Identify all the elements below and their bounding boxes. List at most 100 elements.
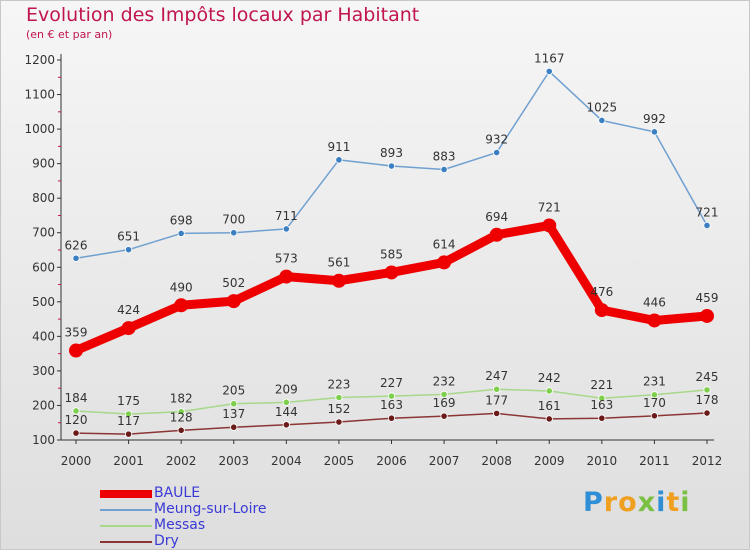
data-label: 120 [65,413,88,427]
x-tick-label: 2012 [692,454,723,468]
data-point [440,165,448,174]
data-point [177,408,185,416]
data-label: 184 [65,391,88,405]
data-point [647,313,662,328]
data-label: 152 [327,402,350,416]
y-tick-label: 100 [32,433,55,447]
data-label: 177 [485,393,508,407]
data-label: 651 [117,230,140,244]
data-label: 227 [380,376,403,390]
data-label: 700 [222,213,245,227]
data-point [598,116,606,125]
data-label: 223 [327,378,350,392]
y-tick-label: 800 [32,191,55,205]
data-point [387,414,396,422]
x-tick-label: 2008 [481,454,512,468]
logo-letter: i [680,487,691,518]
data-point [489,227,504,242]
data-label: 242 [538,371,561,385]
y-tick-label: 700 [32,226,55,240]
data-label: 137 [222,407,245,421]
data-point [542,218,557,233]
data-label: 561 [327,256,350,270]
y-tick-label: 1000 [24,122,55,136]
data-label: 231 [643,375,666,389]
data-label: 182 [170,392,193,406]
data-point [545,387,553,395]
data-point [124,246,133,254]
data-point [437,255,452,270]
x-tick-label: 2005 [324,454,355,468]
data-label: 359 [65,326,88,340]
data-label: 585 [380,247,403,261]
data-point [650,412,659,420]
x-tick-label: 2007 [429,454,460,468]
y-tick-label: 1100 [24,88,55,102]
y-tick-label: 300 [32,364,55,378]
x-tick-label: 2009 [534,454,565,468]
data-label: 614 [433,237,456,251]
data-label: 573 [275,252,298,266]
data-label: 721 [538,200,561,214]
legend-label: Messas [154,517,206,533]
data-point [703,386,711,394]
data-label: 721 [696,205,719,219]
data-label: 161 [538,399,561,413]
data-point [335,393,343,402]
data-point [700,308,714,323]
data-point [331,273,346,288]
data-point [72,407,80,415]
legend-label: Dry [154,533,179,549]
data-point [650,391,659,399]
data-label: 626 [65,238,88,252]
chart-subtitle: (en € et par an) [26,28,113,41]
data-point [124,410,133,418]
data-point [279,269,294,284]
data-label: 694 [485,210,508,224]
data-label: 205 [222,384,245,398]
data-point [282,398,290,406]
data-label: 476 [590,285,613,299]
data-label: 698 [170,213,193,227]
data-label: 178 [696,393,719,407]
data-point [703,221,711,230]
data-label: 932 [485,133,508,147]
data-point [69,343,83,358]
data-label: 245 [696,370,719,384]
data-point [282,421,290,429]
logo-letter: t [666,487,681,518]
data-label: 883 [433,150,456,164]
data-point [387,162,396,170]
data-label: 175 [117,394,140,408]
data-point [124,430,133,438]
data-label: 1167 [534,51,565,65]
legend-swatch [100,490,152,498]
data-label: 209 [275,382,298,396]
data-label: 232 [433,374,456,388]
data-point [545,415,553,423]
y-tick-label: 400 [32,329,55,343]
data-point [230,229,238,237]
data-point [384,265,399,280]
x-tick-label: 2003 [218,454,249,468]
data-point [594,303,609,318]
data-label: 992 [643,112,666,126]
data-point [387,392,396,400]
data-point [177,229,185,238]
data-point [230,400,238,408]
data-label: 163 [380,398,403,412]
x-tick-label: 2011 [639,454,670,468]
data-label: 1025 [587,100,618,114]
data-label: 247 [485,369,508,383]
data-point [121,321,136,336]
logo-letter: P [583,487,604,518]
y-tick-label: 500 [32,295,55,309]
data-label: 502 [222,276,245,290]
data-label: 490 [170,280,193,294]
data-point [72,429,80,437]
data-point [72,254,80,262]
logo-letter: x [637,487,657,518]
legend-label: BAULE [154,485,201,501]
x-tick-label: 2004 [271,454,302,468]
